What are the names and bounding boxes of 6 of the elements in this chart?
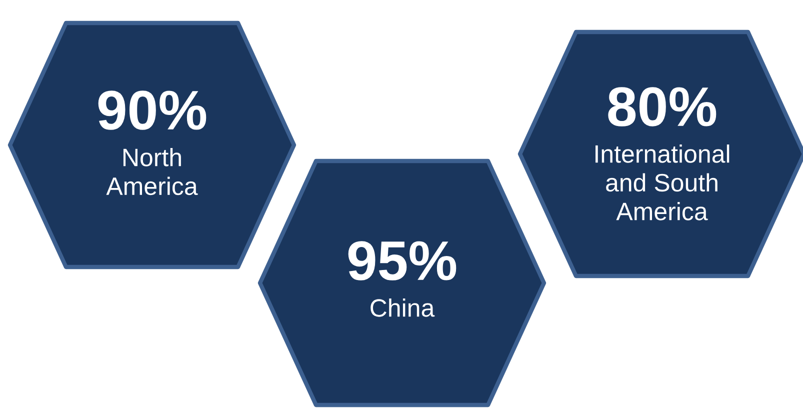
data-label: 90% <box>98 90 206 130</box>
data-label: 80% <box>608 87 716 126</box>
category-label: North America <box>106 148 198 196</box>
data-label: 95% <box>348 241 456 280</box>
category-label: International and South America <box>596 144 730 220</box>
category-label: China <box>370 298 435 317</box>
